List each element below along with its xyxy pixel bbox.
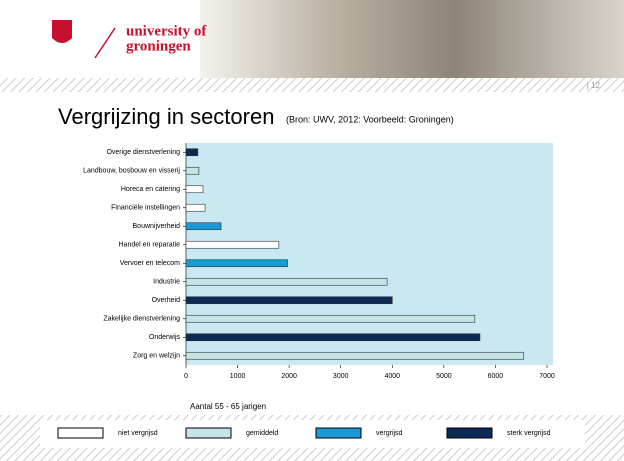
y-tick-label: Overheid [152, 297, 181, 304]
chart-subtitle: (Bron: UWV, 2012: Voorbeeld: Groningen) [286, 114, 454, 124]
bar [185, 351, 525, 360]
bar [185, 222, 222, 231]
bar [185, 203, 206, 212]
legend-label: sterk vergrijsd [507, 430, 551, 437]
chart-title: Vergrijzing in sectoren [58, 104, 274, 129]
logo-text: university of [126, 23, 207, 39]
y-tick-label: Financiële instellingen [111, 205, 180, 212]
legend-swatch [446, 427, 493, 439]
x-tick-label: 5000 [436, 373, 452, 380]
bar [185, 314, 476, 323]
x-tick-label: 1000 [230, 373, 246, 380]
x-tick-label: 4000 [384, 373, 400, 380]
legend-swatch [57, 427, 104, 439]
y-tick-label: Bouwnijverheid [133, 223, 181, 230]
legend-box [40, 420, 585, 448]
bar [185, 259, 288, 268]
bar [185, 296, 393, 305]
y-tick-label: Zorg en welzijn [133, 353, 180, 360]
y-tick-label: Onderwijs [149, 334, 181, 341]
y-tick-label: Vervoer en telecom [120, 260, 180, 267]
bar [185, 166, 200, 175]
hatch-band [0, 78, 624, 92]
plot-background [186, 143, 553, 365]
x-tick-label: 6000 [488, 373, 504, 380]
x-tick-label: 0 [184, 373, 188, 380]
bar [185, 185, 204, 194]
y-tick-label: Overige dienstverlening [106, 149, 180, 156]
y-tick-label: Landbouw, bosbouw en visserij [83, 168, 180, 175]
bar [185, 240, 280, 249]
bar [185, 333, 481, 342]
logo-crest [52, 20, 72, 43]
y-tick-label: Industrie [153, 279, 180, 286]
x-tick-label: 3000 [333, 373, 349, 380]
slide-number: | 12 [587, 81, 601, 90]
x-tick-label: 7000 [539, 373, 555, 380]
x-axis-label: Aantal 55 - 65 jarigen [190, 402, 266, 411]
legend-label: gemiddeld [246, 430, 278, 437]
logo-text: groningen [126, 38, 191, 54]
header-photo [200, 0, 624, 78]
y-tick-label: Zakelijke dienstverlening [103, 316, 180, 323]
legend-swatch [185, 427, 232, 439]
legend-label: vergrijsd [376, 430, 403, 437]
legend-swatch [315, 427, 362, 439]
bar [185, 148, 199, 157]
logo-slash [94, 27, 116, 59]
y-tick-label: Horeca en catering [121, 186, 180, 193]
y-tick-label: Handel en reparatie [119, 242, 181, 249]
legend-label: niet vergrijsd [118, 430, 158, 437]
x-tick-label: 2000 [281, 373, 297, 380]
bar [185, 277, 388, 286]
